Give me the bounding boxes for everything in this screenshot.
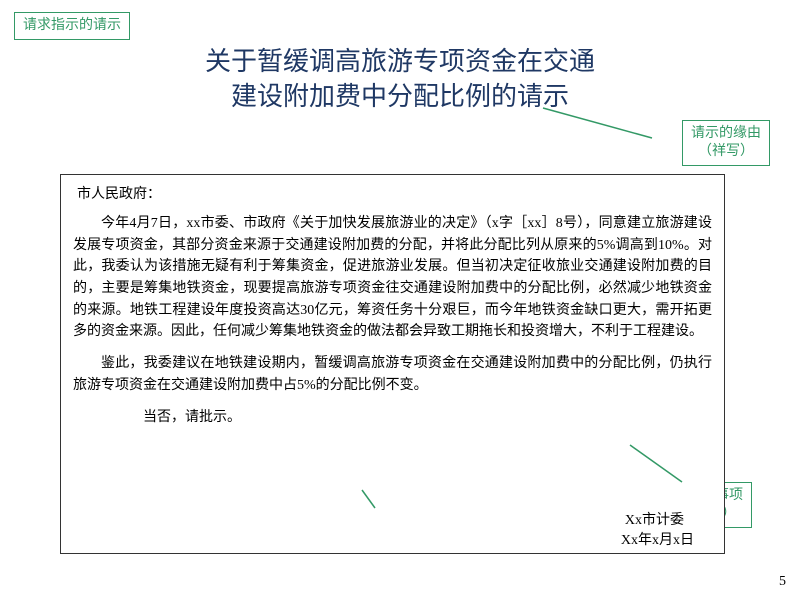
top-left-annotation: 请求指示的请示 <box>14 12 130 40</box>
annotation-reason: 请示的缘由 （祥写） <box>682 120 770 166</box>
signature-org: Xx市计委 <box>625 509 684 529</box>
page-number: 5 <box>779 574 786 590</box>
title-line-2: 建设附加费中分配比例的请示 <box>231 82 569 111</box>
signature-date: Xx年x月x日 <box>621 529 694 549</box>
body-paragraph-2: 鉴此，我委建议在地铁建设期内，暂缓调高旅游专项资金在交通建设附加费中的分配比例，… <box>73 353 712 396</box>
annotation-reason-line2: （祥写） <box>698 144 754 159</box>
annotation-reason-line1: 请示的缘由 <box>691 126 761 141</box>
top-left-annotation-text: 请求指示的请示 <box>23 18 121 33</box>
addressee-line: 市人民政府： <box>77 183 712 203</box>
closing-line: 当否，请批示。 <box>73 407 712 429</box>
body-paragraph-1: 今年4月7日，xx市委、市政府《关于加快发展旅游业的决定》（x字［xx］8号），… <box>73 213 712 343</box>
title-line-1: 关于暂缓调高旅游专项资金在交通 <box>205 47 595 76</box>
document-title: 关于暂缓调高旅游专项资金在交通 建设附加费中分配比例的请示 <box>0 44 800 114</box>
document-body: 市人民政府： 今年4月7日，xx市委、市政府《关于加快发展旅游业的决定》（x字［… <box>60 174 725 554</box>
